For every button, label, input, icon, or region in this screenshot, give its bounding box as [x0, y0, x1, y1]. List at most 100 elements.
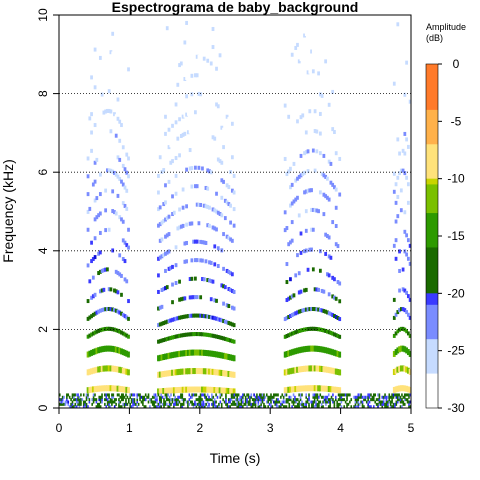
spectral-cell: [202, 203, 206, 208]
spectral-cell: [229, 271, 232, 276]
spectral-cell: [403, 385, 407, 392]
noise-cell: [249, 395, 251, 399]
noise-cell: [242, 405, 244, 408]
noise-cell: [206, 400, 209, 404]
noise-cell: [247, 395, 250, 399]
spectral-cell: [174, 156, 178, 161]
noise-cell: [261, 395, 264, 399]
noise-cell: [270, 395, 272, 399]
spectral-cell: [113, 365, 116, 372]
spectral-cell: [289, 314, 292, 319]
noise-cell: [281, 400, 284, 404]
spectral-cell: [215, 387, 218, 394]
spectral-cell: [106, 306, 109, 311]
noise-cell: [156, 405, 158, 408]
noise-cell: [108, 395, 110, 399]
noise-cell: [240, 395, 243, 399]
spectral-cell: [199, 295, 203, 300]
spectral-cell: [93, 348, 97, 355]
spectral-cell: [215, 191, 218, 196]
spectral-cell: [333, 314, 336, 319]
noise-cell: [288, 395, 291, 399]
noise-cell: [75, 398, 78, 402]
spectral-cell: [318, 365, 322, 372]
spectral-cell: [290, 220, 294, 225]
noise-cell: [333, 400, 336, 404]
spectral-cell: [213, 369, 217, 376]
noise-cell: [195, 393, 198, 397]
spectral-cell: [401, 267, 405, 272]
noise-cell: [191, 402, 193, 406]
noise-cell: [399, 398, 402, 402]
spectral-cell: [394, 349, 398, 356]
noise-cell: [220, 405, 223, 408]
spectral-cell: [195, 239, 199, 244]
noise-cell: [388, 398, 391, 402]
spectral-cell: [289, 166, 292, 171]
spectral-cell: [313, 345, 317, 352]
spectral-cell: [120, 179, 123, 184]
spectral-cell: [296, 176, 299, 181]
noise-cell: [226, 402, 229, 406]
spectral-cell: [216, 387, 220, 394]
spectral-cell: [290, 313, 294, 318]
spectral-cell: [313, 365, 317, 372]
noise-cell: [229, 405, 231, 408]
spectral-cell: [318, 307, 322, 312]
noise-cell: [274, 400, 277, 404]
spectral-cell: [329, 161, 333, 166]
noise-cell: [105, 393, 108, 397]
noise-cell: [277, 398, 279, 402]
spectral-cell: [331, 386, 335, 393]
noise-cell: [372, 405, 375, 408]
spectral-cell: [313, 129, 317, 134]
colorbar-swatch: [426, 281, 438, 289]
spectral-cell: [304, 228, 308, 233]
noise-cell: [239, 405, 241, 408]
spectral-cell: [318, 190, 322, 195]
spectral-cell: [218, 317, 222, 322]
noise-cell: [388, 395, 391, 399]
noise-cell: [88, 400, 91, 404]
noise-cell: [78, 405, 81, 408]
noise-cell: [85, 398, 88, 402]
spectral-cell: [197, 332, 201, 337]
spectral-cell: [95, 347, 99, 354]
spectral-cell: [396, 329, 400, 334]
spectral-cell: [326, 234, 329, 239]
noise-cell: [101, 398, 103, 402]
spectral-cell: [100, 327, 104, 332]
spectral-cell: [204, 349, 208, 356]
spectral-cell: [127, 31, 130, 36]
spectral-cell: [285, 298, 289, 303]
spectral-cell: [296, 310, 299, 315]
noise-cell: [208, 402, 210, 406]
noise-cell: [144, 398, 147, 402]
spectral-cell: [408, 243, 411, 248]
noise-cell: [204, 393, 206, 397]
noise-cell: [240, 398, 243, 402]
noise-cell: [166, 398, 168, 402]
spectral-cell: [206, 314, 210, 319]
colorbar-swatch: [426, 379, 438, 386]
noise-cell: [260, 393, 262, 397]
spectral-cell: [320, 327, 324, 332]
noise-cell: [271, 398, 274, 402]
spectral-cell: [213, 226, 217, 231]
noise-cell: [371, 395, 374, 399]
spectral-cell: [334, 151, 338, 156]
spectral-cell: [213, 136, 217, 141]
noise-cell: [258, 395, 261, 399]
noise-cell: [97, 402, 99, 406]
noise-cell: [182, 400, 185, 404]
noise-cell: [163, 402, 165, 406]
noise-cell: [154, 405, 157, 408]
noise-cell: [233, 393, 236, 397]
spectral-cell: [190, 295, 194, 300]
spectral-cell: [167, 370, 171, 377]
spectral-cell: [396, 366, 400, 373]
noise-cell: [268, 395, 271, 399]
spectral-cell: [287, 350, 291, 357]
spectral-cell: [333, 295, 336, 300]
noise-cell: [275, 398, 278, 402]
